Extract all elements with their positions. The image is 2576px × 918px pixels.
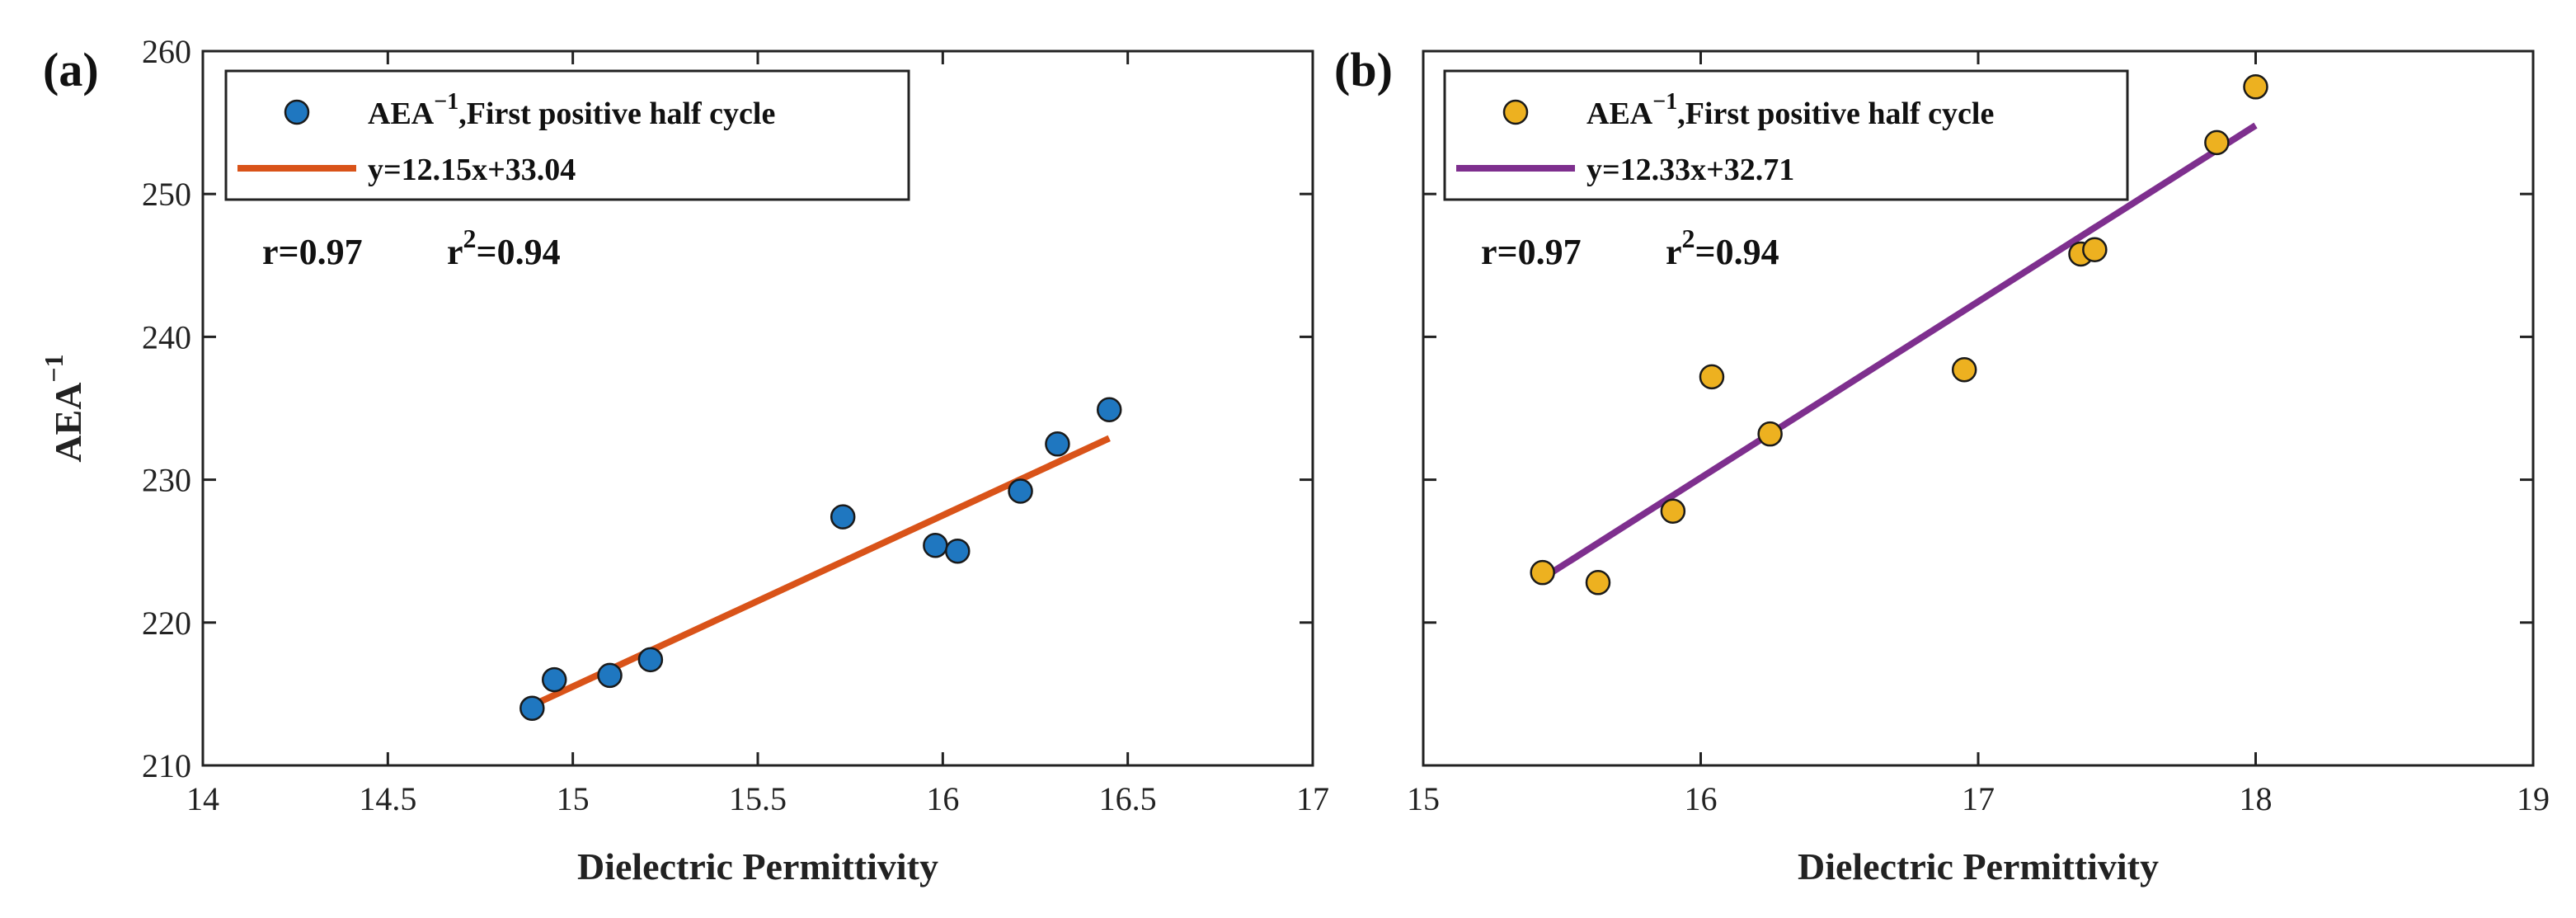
legend-series-suffix: ,First positive half cycle	[1677, 97, 1994, 131]
x-tick-label: 16.5	[1099, 780, 1157, 817]
data-point	[1951, 356, 1977, 383]
stat-r2-prefix: r	[447, 232, 463, 272]
legend-marker	[1502, 99, 1529, 125]
legend-series-superscript: −1	[1652, 89, 1677, 115]
data-point	[830, 504, 856, 530]
y-tick-label: 230	[142, 462, 191, 499]
y-axis-title-superscript: −1	[39, 354, 68, 382]
data-point	[1045, 431, 1070, 457]
stat-r2-suffix: =0.94	[1695, 232, 1779, 272]
stat-r-squared: r2=0.94	[1666, 224, 1779, 272]
data-point	[1757, 421, 1783, 447]
legend-series-prefix: AEA	[1586, 97, 1653, 131]
data-point	[2204, 129, 2230, 156]
legend-series-suffix: ,First positive half cycle	[458, 97, 775, 131]
stat-r2-suffix: =0.94	[477, 232, 561, 272]
fit-line	[530, 435, 1111, 709]
x-tick-label: 15	[1407, 780, 1440, 817]
panel-label: (b)	[1334, 43, 1393, 97]
stat-r: r=0.97	[1481, 232, 1582, 272]
stat-r: r=0.97	[262, 232, 363, 272]
data-point	[1699, 364, 1725, 390]
legend-series-label: AEA−1,First positive half cycle	[368, 89, 775, 131]
x-axis-title: Dielectric Permittivity	[1798, 845, 2159, 887]
y-axis-title-base: AEA	[47, 383, 89, 463]
legend-fit-label: y=12.15x+33.04	[368, 153, 576, 187]
data-point	[637, 647, 664, 673]
y-tick-label: 250	[142, 176, 191, 213]
stat-r2-superscript: 2	[1682, 224, 1695, 253]
data-point	[597, 662, 623, 689]
data-point	[1660, 498, 1686, 524]
data-point	[1585, 570, 1611, 596]
legend-series-prefix: AEA	[368, 97, 435, 131]
legend-series-superscript: −1	[434, 89, 458, 115]
data-point	[1008, 478, 1033, 504]
x-tick-label: 17	[1962, 780, 1995, 817]
x-tick-label: 17	[1296, 780, 1329, 817]
stat-r2-superscript: 2	[463, 224, 477, 253]
chart-panel-b: 15 16 17 18 19 Dielectric Permittivity AEA−1,F…	[1334, 43, 2550, 887]
legend-box	[224, 69, 910, 201]
data-point	[945, 538, 971, 564]
data-point	[1530, 559, 1555, 586]
y-tick-label: 220	[142, 605, 191, 642]
x-tick-label: 19	[2517, 780, 2550, 817]
legend-fit-label: y=12.33x+32.71	[1586, 153, 1794, 187]
legend-series-label: AEA−1,First positive half cycle	[1586, 89, 1994, 131]
data-point	[2243, 74, 2268, 100]
data-point	[1096, 397, 1122, 422]
x-tick-label: 16	[1685, 780, 1718, 817]
x-tick-label: 15.5	[729, 780, 787, 817]
x-tick-label: 14	[186, 780, 219, 817]
y-tick-label: 210	[142, 747, 191, 784]
fit-line	[1540, 122, 2258, 581]
data-point	[541, 666, 567, 693]
data-point	[519, 695, 545, 721]
x-tick-label: 14.5	[359, 780, 416, 817]
stat-r2-prefix: r	[1666, 232, 1682, 272]
x-tick-label: 16	[926, 780, 959, 817]
x-tick-label: 15	[557, 780, 590, 817]
data-point	[2082, 237, 2108, 262]
data-point	[923, 533, 948, 558]
legend-box	[1443, 69, 2129, 201]
x-tick-label: 18	[2240, 780, 2273, 817]
x-axis-title: Dielectric Permittivity	[577, 845, 938, 887]
stat-r-squared: r2=0.94	[447, 224, 561, 272]
y-axis-title: AEA−1	[39, 354, 89, 462]
legend-marker	[284, 99, 310, 125]
y-tick-label: 240	[142, 318, 191, 355]
y-tick-label: 260	[142, 33, 191, 70]
chart-panel-a: 210 220 230 240 250 260 14 14.5 15 15.5 16 16.5 17 Di…	[39, 33, 1329, 887]
panel-label: (a)	[43, 43, 99, 97]
